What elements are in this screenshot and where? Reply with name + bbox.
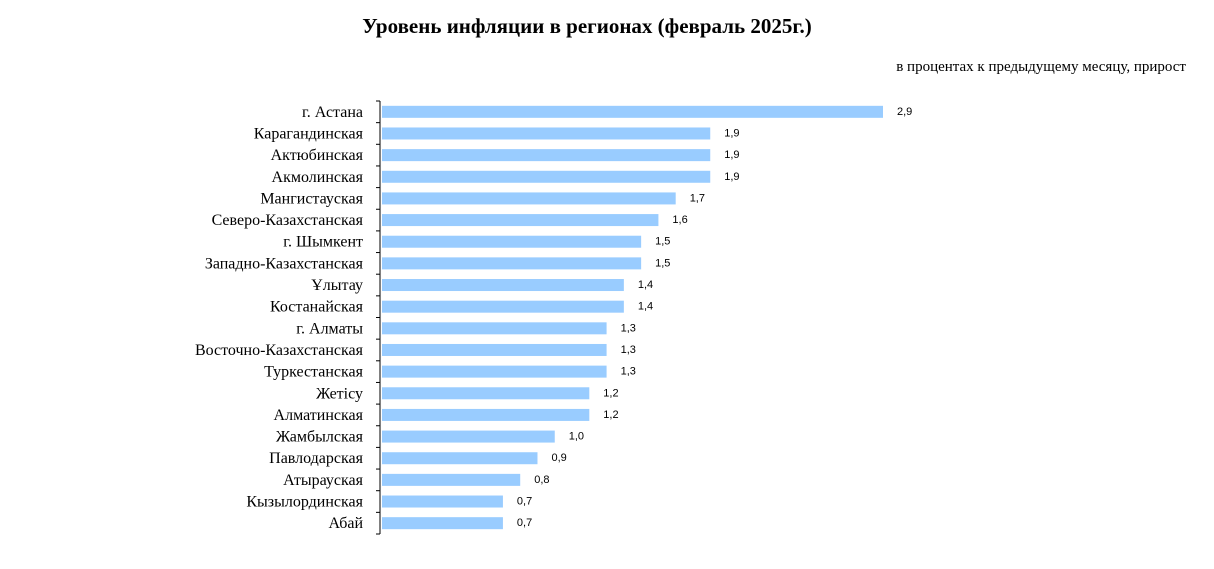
bar [382, 170, 711, 183]
bar [382, 452, 538, 465]
category-label: Северо-Казахстанская [212, 212, 364, 229]
data-label: 1,3 [621, 322, 636, 334]
category-label: Восточно-Казахстанская [195, 342, 364, 359]
chart-subtitle: в процентах к предыдущему месяцу, прирос… [896, 59, 1186, 75]
bar [382, 127, 711, 140]
category-label: Жетісу [316, 385, 363, 402]
category-label: Ұлытау [311, 277, 363, 294]
category-label: г. Алматы [296, 320, 363, 337]
data-label: 1,7 [690, 192, 705, 204]
bar [382, 430, 555, 443]
data-label: 1,4 [638, 279, 653, 291]
data-label: 0,8 [534, 474, 549, 486]
data-label: 1,2 [603, 409, 618, 421]
category-label: Костанайская [270, 299, 364, 316]
data-label: 1,3 [621, 366, 636, 378]
category-label: Павлодарская [269, 450, 364, 467]
category-label: Абай [328, 515, 363, 532]
category-label: г. Шымкент [283, 234, 363, 251]
category-label: Карагандинская [254, 125, 364, 142]
data-label: 1,6 [672, 214, 687, 226]
bar [382, 408, 590, 421]
bar [382, 365, 607, 378]
bar [382, 105, 883, 118]
bar [382, 343, 607, 356]
bar [382, 235, 642, 248]
bar [382, 149, 711, 162]
category-label: Кызылординская [246, 494, 363, 511]
data-label: 1,5 [655, 257, 670, 269]
data-label: 0,7 [517, 517, 532, 529]
category-label: Жамбылская [276, 429, 364, 446]
data-label: 2,9 [897, 106, 912, 118]
data-label: 1,3 [621, 344, 636, 356]
bar [382, 300, 624, 313]
category-label: Мангистауская [260, 190, 363, 207]
category-label: Атырауская [283, 472, 364, 489]
data-label: 1,2 [603, 387, 618, 399]
category-label: Алматинская [274, 407, 364, 424]
category-label: Акмолинская [272, 169, 364, 186]
bar [382, 473, 521, 486]
category-label: Западно-Казахстанская [205, 255, 364, 272]
data-label: 1,9 [724, 149, 739, 161]
bar [382, 322, 607, 335]
bar [382, 214, 659, 227]
bar [382, 192, 676, 205]
data-label: 1,9 [724, 171, 739, 183]
category-label: г. Астана [302, 104, 363, 121]
data-label: 1,5 [655, 236, 670, 248]
data-label: 1,9 [724, 127, 739, 139]
category-label: Туркестанская [264, 364, 364, 381]
bar [382, 257, 642, 270]
data-label: 1,0 [569, 431, 584, 443]
data-label: 0,9 [551, 452, 566, 464]
data-label: 1,4 [638, 301, 653, 313]
category-label: Актюбинская [271, 147, 364, 164]
bar [382, 495, 503, 508]
bar [382, 517, 503, 530]
bar [382, 387, 590, 400]
data-label: 0,7 [517, 496, 532, 508]
chart-title: Уровень инфляции в регионах (февраль 202… [362, 14, 812, 38]
bar [382, 279, 624, 292]
